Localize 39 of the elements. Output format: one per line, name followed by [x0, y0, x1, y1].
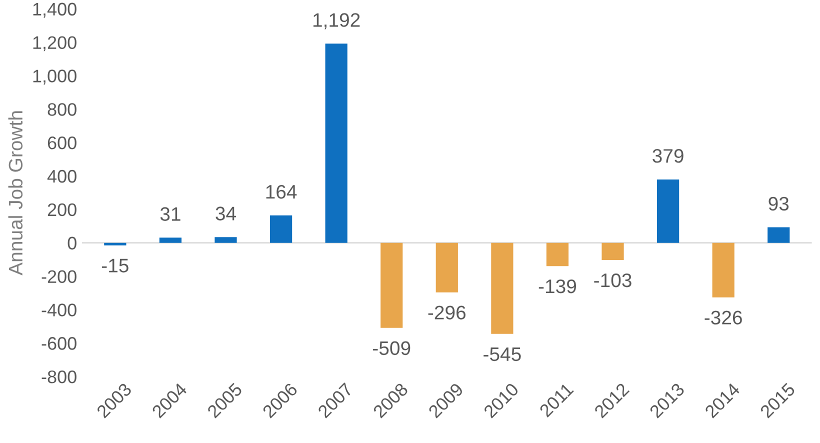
data-label: -545 — [484, 348, 521, 362]
data-label: 93 — [768, 196, 789, 211]
bar — [380, 242, 403, 328]
y-tick-label: 0 — [68, 236, 76, 250]
y-tick-label: 1,400 — [33, 2, 76, 18]
data-label: -139 — [538, 279, 576, 294]
data-label: 379 — [652, 149, 684, 163]
bar — [325, 44, 348, 243]
bar — [712, 242, 734, 298]
bar — [270, 215, 292, 243]
bar — [602, 242, 624, 260]
y-axis-title: Annual Job Growth — [8, 111, 23, 276]
y-tick-label: -600 — [42, 337, 76, 350]
y-tick-label: -200 — [42, 270, 76, 283]
data-label: -326 — [704, 310, 742, 324]
bar — [214, 237, 237, 243]
y-tick-label: 200 — [48, 203, 76, 216]
y-tick-label: 600 — [48, 136, 76, 150]
y-tick-label: 1,000 — [33, 70, 76, 85]
data-label: 34 — [216, 206, 236, 220]
data-label: -103 — [594, 273, 632, 288]
data-label: 164 — [266, 184, 297, 199]
bar — [104, 242, 126, 246]
y-tick-label: 800 — [48, 103, 76, 116]
data-label: -296 — [428, 306, 466, 320]
y-tick-label: 400 — [47, 170, 76, 183]
bar — [546, 242, 569, 266]
bar — [491, 242, 514, 334]
y-tick-label: -800 — [42, 370, 76, 384]
y-tick-label: -400 — [42, 304, 76, 316]
data-label: 1,192 — [313, 13, 360, 30]
data-label: -509 — [373, 341, 410, 356]
bar — [768, 227, 790, 243]
bar — [436, 242, 458, 292]
y-tick-label: 1,200 — [33, 36, 76, 52]
bar — [159, 238, 182, 243]
bar — [656, 180, 680, 243]
data-label: -15 — [102, 258, 128, 273]
data-label: 31 — [160, 207, 180, 221]
